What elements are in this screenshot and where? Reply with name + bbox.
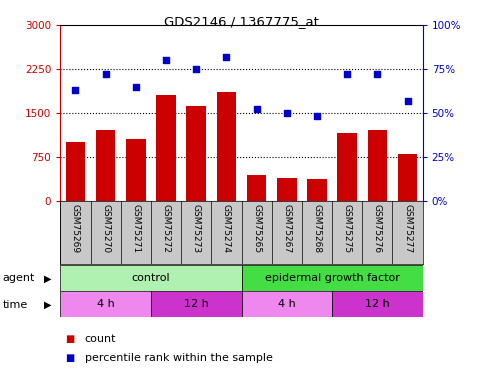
Bar bbox=[337, 134, 357, 201]
Point bbox=[373, 71, 381, 77]
Point bbox=[343, 71, 351, 77]
Text: GSM75268: GSM75268 bbox=[313, 204, 322, 253]
Bar bbox=[242, 265, 423, 291]
Text: ■: ■ bbox=[65, 353, 74, 363]
Text: GSM75265: GSM75265 bbox=[252, 204, 261, 253]
Bar bbox=[247, 176, 267, 201]
Bar bbox=[151, 291, 242, 317]
Bar bbox=[398, 154, 417, 201]
Text: GSM75273: GSM75273 bbox=[192, 204, 201, 253]
Point bbox=[313, 113, 321, 119]
Bar bbox=[156, 95, 176, 201]
Text: 12 h: 12 h bbox=[184, 299, 209, 309]
Point bbox=[102, 71, 110, 77]
Text: ▶: ▶ bbox=[44, 274, 52, 284]
Text: GSM75277: GSM75277 bbox=[403, 204, 412, 253]
Text: time: time bbox=[2, 300, 28, 309]
Text: 4 h: 4 h bbox=[278, 299, 296, 309]
Point bbox=[283, 110, 291, 116]
Text: GSM75274: GSM75274 bbox=[222, 204, 231, 253]
Bar bbox=[96, 130, 115, 201]
Text: percentile rank within the sample: percentile rank within the sample bbox=[85, 353, 272, 363]
Text: GSM75269: GSM75269 bbox=[71, 204, 80, 253]
Point bbox=[71, 87, 79, 93]
Bar bbox=[368, 130, 387, 201]
Text: GSM75272: GSM75272 bbox=[161, 204, 170, 253]
Bar bbox=[307, 179, 327, 201]
Text: ▶: ▶ bbox=[44, 300, 52, 310]
Bar bbox=[216, 92, 236, 201]
Text: control: control bbox=[132, 273, 170, 283]
Point bbox=[223, 54, 230, 60]
Bar bbox=[242, 291, 332, 317]
Bar bbox=[332, 291, 423, 317]
Text: agent: agent bbox=[2, 273, 35, 283]
Point bbox=[253, 106, 260, 112]
Text: GSM75270: GSM75270 bbox=[101, 204, 110, 253]
Text: ■: ■ bbox=[65, 334, 74, 344]
Bar bbox=[60, 265, 242, 291]
Bar bbox=[186, 106, 206, 201]
Point bbox=[162, 57, 170, 63]
Bar bbox=[277, 178, 297, 201]
Text: 12 h: 12 h bbox=[365, 299, 390, 309]
Bar bbox=[126, 139, 146, 201]
Bar bbox=[60, 291, 151, 317]
Text: GSM75276: GSM75276 bbox=[373, 204, 382, 253]
Text: 4 h: 4 h bbox=[97, 299, 114, 309]
Text: GSM75267: GSM75267 bbox=[282, 204, 291, 253]
Text: GSM75271: GSM75271 bbox=[131, 204, 141, 253]
Text: GSM75275: GSM75275 bbox=[342, 204, 352, 253]
Text: epidermal growth factor: epidermal growth factor bbox=[265, 273, 399, 283]
Bar bbox=[66, 142, 85, 201]
Point bbox=[132, 84, 140, 90]
Text: count: count bbox=[85, 334, 116, 344]
Point bbox=[404, 98, 412, 104]
Text: GDS2146 / 1367775_at: GDS2146 / 1367775_at bbox=[164, 15, 319, 28]
Point bbox=[192, 66, 200, 72]
